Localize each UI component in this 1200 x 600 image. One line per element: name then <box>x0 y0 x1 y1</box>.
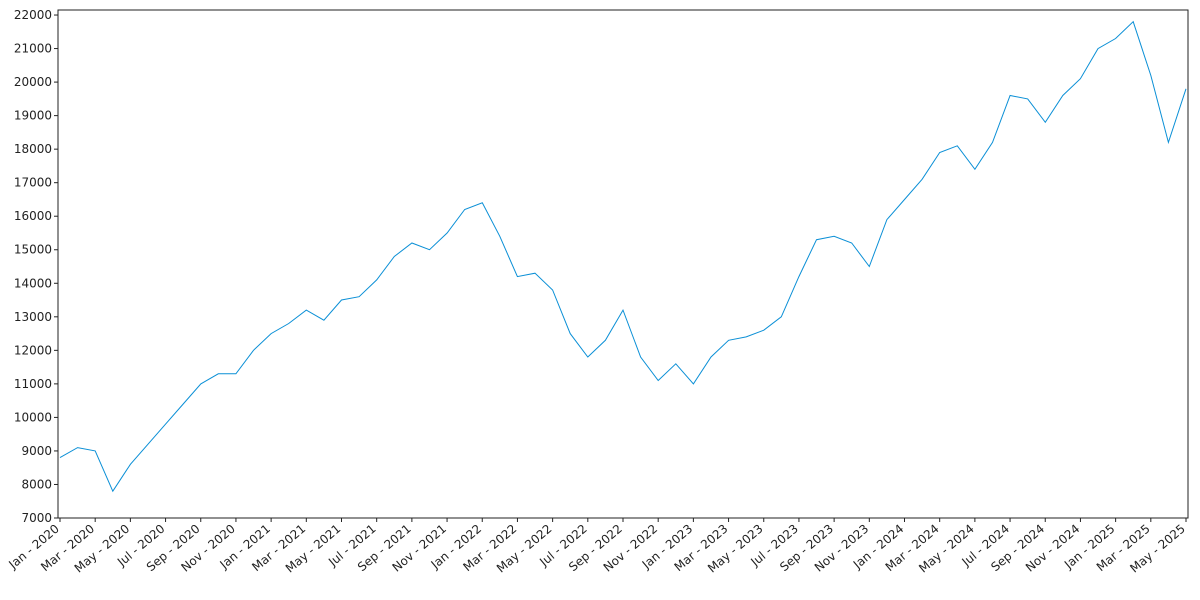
y-tick-label: 20000 <box>14 75 52 89</box>
y-tick-label: 21000 <box>14 42 52 56</box>
y-tick-label: 13000 <box>14 310 52 324</box>
y-tick-label: 12000 <box>14 343 52 357</box>
y-tick-label: 7000 <box>21 511 52 525</box>
y-tick-label: 19000 <box>14 109 52 123</box>
y-tick-label: 10000 <box>14 410 52 424</box>
y-tick-label: 16000 <box>14 209 52 223</box>
y-tick-label: 18000 <box>14 142 52 156</box>
plot-frame <box>57 9 1189 519</box>
y-tick-label: 11000 <box>14 377 52 391</box>
y-tick-label: 9000 <box>21 444 52 458</box>
y-tick-label: 22000 <box>14 8 52 22</box>
y-tick-label: 15000 <box>14 243 52 257</box>
line-series <box>59 20 1187 493</box>
y-tick-label: 14000 <box>14 276 52 290</box>
y-tick-label: 17000 <box>14 176 52 190</box>
y-tick-label: 8000 <box>21 477 52 491</box>
